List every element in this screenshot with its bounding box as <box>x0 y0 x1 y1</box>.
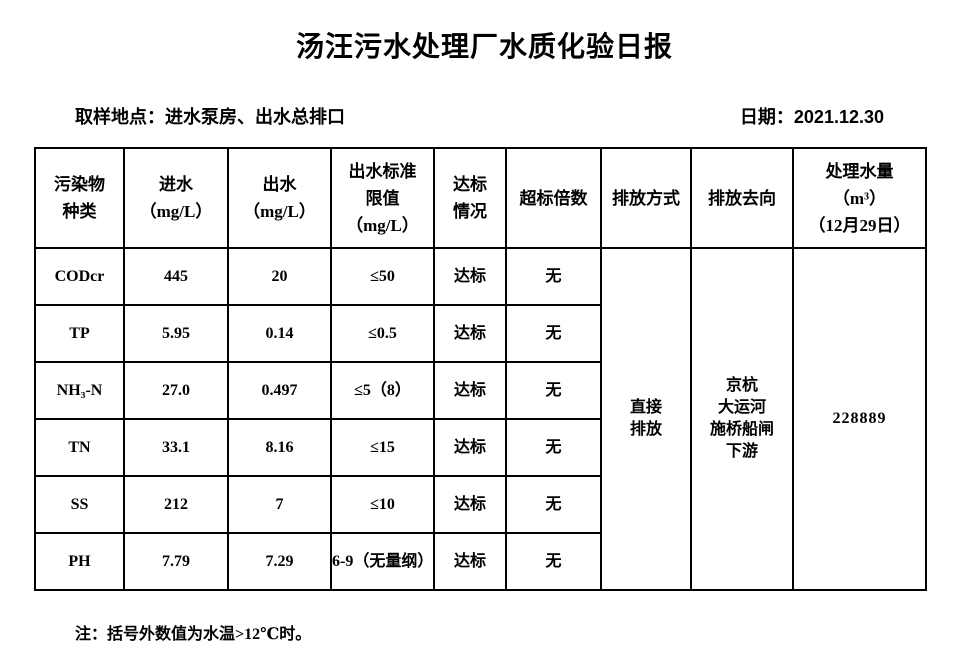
table-row-ss: SS 212 7 ≤10 达标 无 <box>34 475 926 534</box>
outflow-value: 0.14 <box>227 304 332 363</box>
outflow-value: 7.29 <box>227 532 332 591</box>
exceed-value: 无 <box>505 304 602 363</box>
outflow-value: 7 <box>227 475 332 534</box>
status-value: 达标 <box>433 532 507 591</box>
table-row-tn: TN 33.1 8.16 ≤15 达标 无 <box>34 418 926 477</box>
header-exceedance-multiple: 超标倍数 <box>505 147 602 249</box>
pollutant-name: CODcr <box>34 247 125 306</box>
pollutant-name: TN <box>34 418 125 477</box>
header-treated-water-volume: 处理水量 （m³） （12月29日） <box>792 147 927 249</box>
header-inflow: 进水 （mg/L） <box>123 147 229 249</box>
status-value: 达标 <box>433 418 507 477</box>
header-discharge-mode: 排放方式 <box>600 147 692 249</box>
exceed-value: 无 <box>505 475 602 534</box>
inflow-value: 5.95 <box>123 304 229 363</box>
exceed-value: 无 <box>505 532 602 591</box>
pollutant-name: SS <box>34 475 125 534</box>
table-row-nh3n: NH₃-N 27.0 0.497 ≤5（8） 达标 无 <box>34 361 926 420</box>
limit-value: 6-9（无量纲） <box>330 532 435 591</box>
inflow-value: 33.1 <box>123 418 229 477</box>
inflow-value: 27.0 <box>123 361 229 420</box>
header-outflow: 出水 （mg/L） <box>227 147 332 249</box>
status-value: 达标 <box>433 247 507 306</box>
inflow-value: 445 <box>123 247 229 306</box>
header-discharge-destination: 排放去向 <box>690 147 794 249</box>
limit-value: ≤50 <box>330 247 435 306</box>
outflow-value: 20 <box>227 247 332 306</box>
limit-value: ≤0.5 <box>330 304 435 363</box>
outflow-value: 8.16 <box>227 418 332 477</box>
limit-value: ≤5（8） <box>330 361 435 420</box>
status-value: 达标 <box>433 475 507 534</box>
inflow-value: 212 <box>123 475 229 534</box>
date-value: 2021.12.30 <box>793 107 884 127</box>
treated-water-volume-cell: 228889 <box>792 247 927 591</box>
table-header-row: 污染物 种类 进水 （mg/L） 出水 （mg/L） 出水标准 限值 （mg/L… <box>34 147 927 249</box>
date-label: 日期： <box>739 107 794 127</box>
header-pollutant-type: 污染物 种类 <box>34 147 125 249</box>
meta-row: 取样地点：进水泵房、出水总排口 日期：2021.12.30 <box>75 103 884 129</box>
footnote: 注：括号外数值为水温>12℃时。 <box>75 626 312 643</box>
header-compliance-status: 达标 情况 <box>433 147 507 249</box>
pollutant-name: NH₃-N <box>34 361 125 420</box>
exceed-value: 无 <box>505 361 602 420</box>
discharge-destination-cell: 京杭 大运河 施桥船闸 下游 <box>690 247 794 591</box>
exceed-value: 无 <box>505 247 602 306</box>
limit-value: ≤10 <box>330 475 435 534</box>
header-outflow-standard-limit: 出水标准 限值 （mg/L） <box>330 147 435 249</box>
status-value: 达标 <box>433 304 507 363</box>
limit-value: ≤15 <box>330 418 435 477</box>
pollutant-name: PH <box>34 532 125 591</box>
inflow-value: 7.79 <box>123 532 229 591</box>
exceed-value: 无 <box>505 418 602 477</box>
table-row-tp: TP 5.95 0.14 ≤0.5 达标 无 <box>34 304 926 363</box>
water-quality-table: 污染物 种类 进水 （mg/L） 出水 （mg/L） 出水标准 限值 （mg/L… <box>34 147 927 591</box>
status-value: 达标 <box>433 361 507 420</box>
outflow-value: 0.497 <box>227 361 332 420</box>
table-row-codcr: CODcr 445 20 ≤50 达标 无 直接 排放 京杭 大运河 施桥船闸 … <box>34 247 927 591</box>
sampling-point-label: 取样地点：进水泵房、出水总排口 <box>75 107 345 127</box>
report-date: 日期：2021.12.30 <box>740 103 884 129</box>
discharge-mode-cell: 直接 排放 <box>600 247 692 591</box>
pollutant-name: TP <box>34 304 125 363</box>
table-row-ph: PH 7.79 7.29 6-9（无量纲） 达标 无 <box>34 532 926 591</box>
page-title: 汤汪污水处理厂水质化验日报 <box>295 31 673 62</box>
